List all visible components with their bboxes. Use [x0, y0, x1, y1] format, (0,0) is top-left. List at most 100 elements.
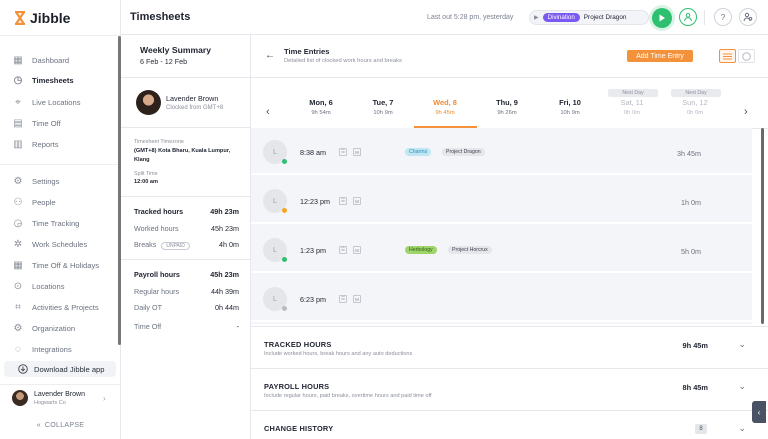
- next-day-badge: Next Day: [608, 89, 658, 97]
- time-entry-row[interactable]: L 6:23 pm ☰ M: [251, 275, 752, 322]
- day-tab[interactable]: Thu, 9 9h 26m: [476, 98, 538, 128]
- list-view-button[interactable]: [719, 49, 736, 63]
- day-hours: 9h 26m: [497, 110, 517, 116]
- payroll-hours-label: Payroll hours: [134, 270, 180, 279]
- sidebar-item-organization[interactable]: ⚙ Organization: [12, 321, 76, 335]
- report-icon: ▥: [13, 138, 23, 150]
- sidebar-item-settings[interactable]: ⚙ Settings: [12, 174, 60, 188]
- status-dot: [282, 159, 287, 164]
- timeline-view-button[interactable]: [738, 49, 755, 63]
- sidebar-item-locations[interactable]: ⊙ Locations: [12, 279, 65, 293]
- sidebar-item-dashboard[interactable]: ▦ Dashboard: [12, 53, 69, 67]
- sidebar-item-label: Time Off: [32, 118, 61, 128]
- sidebar-item-label: Live Locations: [32, 97, 81, 107]
- sidebar-item-activities-projects[interactable]: ⌗ Activities & Projects: [12, 300, 99, 314]
- view-toggle: [719, 49, 755, 63]
- sidebar-item-people[interactable]: ⚇ People: [12, 195, 56, 209]
- user-profile[interactable]: Lavender Brown Hogwarts Co ›: [0, 384, 121, 411]
- current-activity-pill[interactable]: ▶ Divination Project Dragon: [529, 10, 649, 25]
- entry-duration: 5h 0m: [681, 247, 701, 256]
- tracked-hours-section-sub: Include worked hours, break hours and an…: [264, 351, 413, 357]
- time-entry-row[interactable]: L 8:38 am ☰ M Charms Project Dragon 3h 45m: [251, 128, 752, 175]
- collapse-sidebar-button[interactable]: « COLLAPSE: [0, 418, 121, 432]
- entry-duration: 1h 0m: [681, 198, 701, 207]
- day-tab[interactable]: Fri, 10 10h 9m: [539, 98, 601, 128]
- people-settings-icon: [743, 12, 753, 22]
- sidebar-item-time-off-holidays[interactable]: ▦ Time Off & Holidays: [12, 258, 99, 272]
- chevron-down-icon[interactable]: ⌄: [738, 381, 746, 391]
- payroll-hours-section[interactable]: PAYROLL HOURS Include regular hours, pai…: [251, 368, 768, 410]
- project-tag: Project Dragon: [442, 148, 485, 156]
- sidebar-divider: [0, 164, 121, 165]
- device-icon: ☰: [339, 246, 347, 254]
- time-tracking-icon: ◶: [13, 217, 23, 229]
- regular-hours-row: Regular hours 44h 39m: [134, 287, 239, 296]
- day-tab[interactable]: Mon, 6 9h 54m: [290, 98, 352, 128]
- help-button[interactable]: ?: [714, 8, 732, 26]
- side-panel-toggle[interactable]: ‹: [752, 401, 766, 423]
- method-icon: M: [353, 295, 361, 303]
- change-history-section[interactable]: CHANGE HISTORY 8 ⌄: [251, 410, 768, 439]
- person-clock-icon: [684, 12, 692, 22]
- summary-title: Weekly Summary: [140, 45, 212, 55]
- change-history-count: 8: [695, 424, 707, 434]
- device-icon: ☰: [339, 148, 347, 156]
- next-week-arrow-icon[interactable]: ›: [744, 106, 748, 118]
- summary-divider: [121, 196, 251, 197]
- tracked-hours-section[interactable]: TRACKED HOURS Include worked hours, brea…: [251, 326, 768, 368]
- add-time-entry-button[interactable]: Add Time Entry: [627, 50, 693, 62]
- summary-divider: [121, 77, 251, 78]
- day-tab[interactable]: Sat, 11 0h 0m: [601, 98, 663, 128]
- location-pin-icon: ⌖: [15, 96, 21, 108]
- method-icon: M: [353, 148, 361, 156]
- sidebar-item-work-schedules[interactable]: ✲ Work Schedules: [12, 237, 87, 251]
- face-clock-button[interactable]: [679, 8, 697, 26]
- entries-scrollbar[interactable]: [761, 128, 764, 324]
- back-arrow-icon[interactable]: ←: [265, 50, 275, 61]
- day-hours: 0h 0m: [623, 110, 641, 116]
- sidebar-item-timesheets[interactable]: ◷ Timesheets: [12, 73, 74, 87]
- regular-hours-value: 44h 39m: [211, 287, 239, 296]
- sidebar-item-live-locations[interactable]: ⌖ Live Locations: [12, 95, 81, 109]
- next-day-badge: Next Day: [671, 89, 721, 97]
- weekly-summary-panel: Weekly Summary 6 Feb - 12 Feb Lavender B…: [121, 35, 251, 439]
- page-title: Timesheets: [130, 11, 191, 23]
- summary-divider: [121, 259, 251, 260]
- chevron-down-icon[interactable]: ⌄: [738, 339, 746, 349]
- sidebar-scrollbar[interactable]: [118, 36, 121, 345]
- day-tab[interactable]: Wed, 8 9h 45m: [414, 98, 476, 128]
- integrations-icon: ◌: [15, 343, 21, 355]
- time-entry-row[interactable]: L 1:23 pm ☰ M Herbology Project Horcrux 5h 0m: [251, 226, 752, 273]
- jibble-logo[interactable]: Jibble: [14, 9, 70, 27]
- clock-icon: ◷: [13, 74, 23, 86]
- chevron-down-icon[interactable]: ⌄: [738, 423, 746, 433]
- clock-in-button[interactable]: [652, 8, 672, 28]
- account-button[interactable]: [739, 8, 757, 26]
- day-tab[interactable]: Tue, 7 10h 9m: [352, 98, 414, 128]
- sidebar-item-time-off[interactable]: ▤ Time Off: [12, 116, 61, 130]
- prev-week-arrow-icon[interactable]: ‹: [266, 106, 270, 118]
- day-name: Thu, 9: [496, 98, 518, 107]
- split-time-value: 12:00 am: [134, 179, 158, 185]
- sidebar-item-label: People: [32, 197, 56, 207]
- double-chevron-left-icon: «: [36, 421, 41, 429]
- time-entry-row[interactable]: L 12:23 pm ☰ M 1h 0m: [251, 177, 752, 224]
- sidebar-item-time-tracking[interactable]: ◶ Time Tracking: [12, 216, 80, 230]
- day-name: Fri, 10: [559, 98, 581, 107]
- member-clock-source: Clocked from GMT+8: [166, 105, 224, 111]
- day-name: Sat, 11: [620, 98, 644, 107]
- sidebar-item-label: Reports: [32, 139, 59, 149]
- device-icon: ☰: [339, 197, 347, 205]
- payroll-hours-value: 45h 23m: [210, 270, 239, 279]
- download-app-button[interactable]: Download Jibble app: [4, 361, 116, 377]
- sidebar-item-integrations[interactable]: ◌ Integrations: [12, 342, 72, 356]
- sidebar-item-label: Integrations: [32, 344, 72, 354]
- sidebar-item-reports[interactable]: ▥ Reports: [12, 137, 59, 151]
- calendar-icon: ▤: [13, 117, 23, 129]
- day-tab[interactable]: Sun, 12 0h 0m: [664, 98, 726, 128]
- sidebar-divider: [0, 35, 121, 36]
- sidebar: Jibble ▦ Dashboard ◷ Timesheets ⌖ Live Locati…: [0, 0, 121, 439]
- sidebar-item-label: Time Off & Holidays: [32, 260, 100, 270]
- avatar: [12, 390, 28, 406]
- user-name: Lavender Brown: [34, 390, 85, 398]
